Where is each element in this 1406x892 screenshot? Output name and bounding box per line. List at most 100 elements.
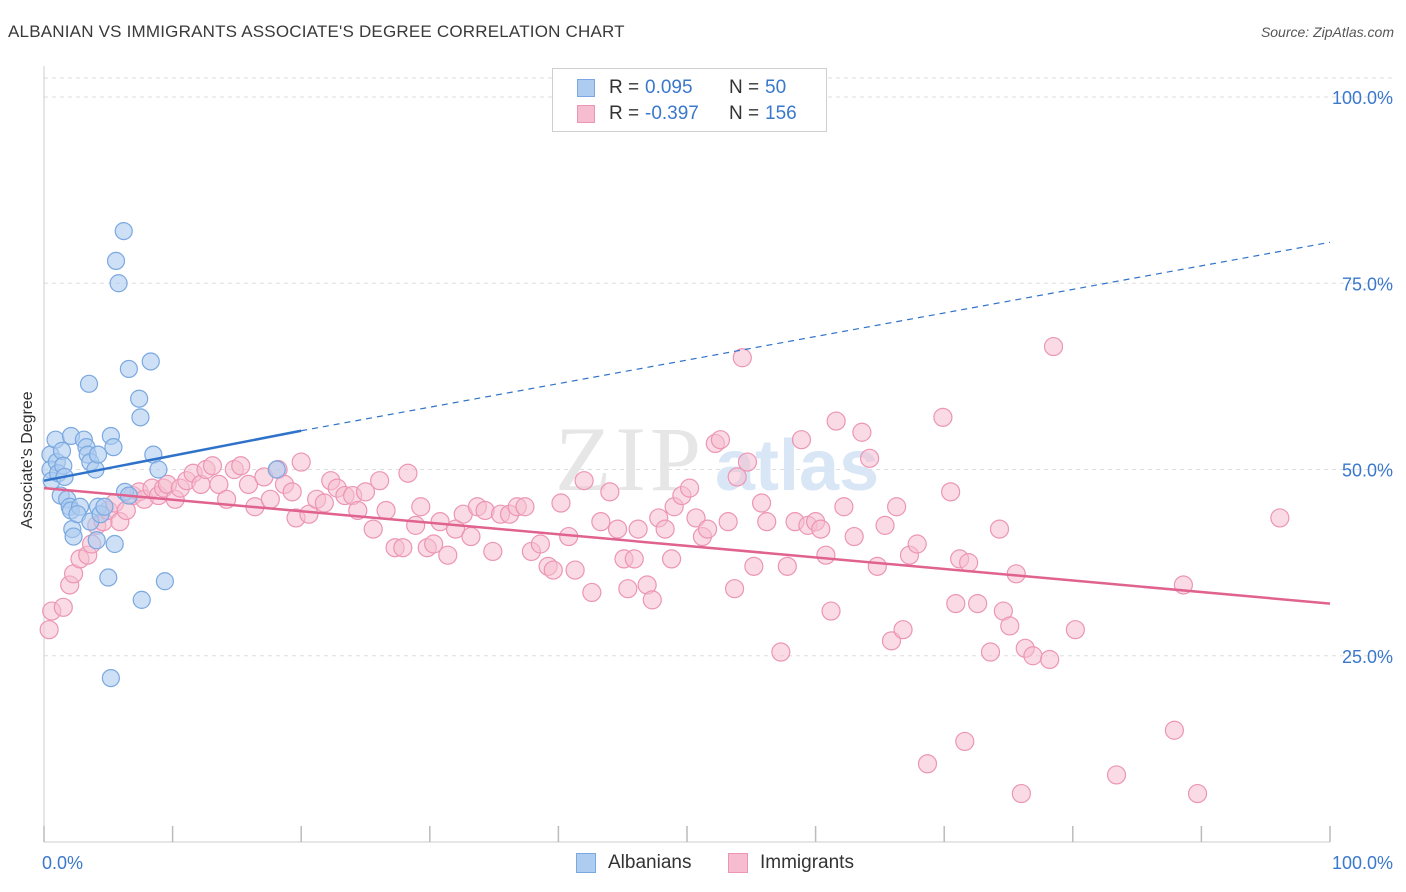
immigrant-point: [1106, 765, 1127, 785]
immigrant-point: [53, 597, 73, 617]
immigrant-point: [624, 549, 644, 569]
immigrant-point: [209, 474, 229, 494]
immigrant-point: [777, 556, 797, 576]
immigrants-legend-swatch: [728, 853, 748, 873]
immigrant-point: [1040, 649, 1060, 670]
albanian-point: [155, 572, 174, 591]
immigrant-point: [1270, 508, 1290, 528]
immigrant-trend-line: [43, 486, 1331, 605]
immigrant-point: [718, 512, 738, 532]
immigrant-point: [852, 422, 872, 442]
immigrant-point: [600, 482, 620, 502]
immigrant-point: [771, 642, 791, 662]
immigrant-point: [438, 545, 458, 565]
albanian-point: [79, 374, 99, 393]
immigrants-swatch: [577, 105, 595, 123]
immigrant-point: [679, 478, 700, 498]
immigrant-point: [751, 493, 772, 513]
r-label: R =: [609, 77, 640, 98]
immigrant-point: [582, 582, 602, 603]
albanian-point: [88, 445, 108, 464]
immigrant-point: [655, 519, 675, 539]
immigrant-point: [628, 519, 648, 539]
immigrant-point: [946, 593, 966, 614]
immigrant-point: [530, 534, 550, 554]
albanians-r-value: 0.095: [645, 77, 693, 98]
legend-item-immigrants: Immigrants: [728, 852, 854, 874]
albanian-point: [149, 460, 168, 479]
n-label: N =: [729, 103, 760, 124]
immigrant-point: [461, 526, 481, 547]
immigrant-point: [642, 590, 662, 610]
immigrant-point: [355, 482, 376, 502]
immigrant-point: [933, 407, 953, 427]
albanian-point: [267, 460, 286, 479]
immigrants-n-value: 156: [765, 103, 797, 124]
immigrant-point: [1065, 620, 1085, 640]
immigrant-point: [881, 631, 902, 651]
albanian-point: [104, 438, 123, 457]
immigrant-point: [1164, 720, 1184, 740]
immigrants-r-value: -0.397: [645, 103, 699, 124]
albanian-point: [105, 534, 124, 554]
immigrant-point: [844, 526, 864, 547]
immigrant-point: [231, 456, 251, 476]
immigrant-point: [424, 534, 444, 554]
immigrant-point: [282, 482, 302, 502]
immigrant-point: [591, 512, 611, 532]
immigrant-point: [1043, 336, 1064, 357]
immigrant-point: [260, 489, 280, 509]
albanian-point: [114, 222, 133, 241]
immigrant-point: [515, 497, 535, 517]
immigrant-point: [697, 519, 718, 539]
y-tick-label: 100.0%: [1332, 88, 1393, 108]
immigrant-point: [791, 430, 812, 450]
immigrant-point: [875, 515, 895, 535]
r-label: R =: [609, 103, 640, 124]
immigrant-point: [732, 348, 752, 368]
albanian-point: [106, 251, 126, 270]
albanian-point: [87, 531, 106, 550]
immigrant-point: [291, 452, 311, 472]
albanian-point: [132, 590, 151, 609]
immigrant-point: [893, 620, 913, 640]
immigrant-point: [980, 642, 1001, 662]
immigrant-point: [727, 467, 747, 487]
albanian-point: [64, 527, 83, 546]
albanian-point: [95, 497, 114, 516]
n-label: N =: [729, 77, 760, 98]
gridlines: [44, 77, 1394, 657]
albanian-point: [130, 389, 149, 408]
immigrant-point: [744, 556, 764, 576]
trend-lines: [43, 241, 1331, 605]
immigrant-point: [887, 497, 907, 517]
immigrant-points: [39, 336, 1290, 804]
immigrant-point: [1011, 783, 1031, 804]
immigrant-point: [917, 754, 938, 774]
tick-labels: 25.0% 50.0% 75.0% 100.0% 0.0% 100.0%: [42, 88, 1393, 873]
immigrant-point: [376, 500, 396, 521]
immigrant-point: [821, 601, 841, 621]
immigrant-point: [968, 593, 988, 614]
immigrant-point: [406, 515, 426, 535]
immigrant-point: [370, 471, 390, 491]
immigrant-point: [834, 497, 854, 517]
immigrant-point: [989, 519, 1010, 539]
albanian-point: [131, 408, 150, 427]
immigrant-point: [860, 448, 880, 468]
immigrant-point: [816, 545, 836, 565]
albanian-point: [109, 274, 128, 293]
immigrant-point: [543, 560, 563, 580]
immigrant-point: [757, 512, 777, 532]
immigrant-point: [393, 538, 413, 558]
y-tick-label: 50.0%: [1342, 461, 1393, 481]
legend-row-immigrants: R = -0.397 N = 156: [577, 102, 805, 126]
immigrant-point: [411, 497, 431, 517]
immigrant-point: [907, 534, 927, 554]
y-tick-label: 25.0%: [1342, 647, 1393, 667]
immigrant-point: [551, 493, 571, 513]
albanian-trend-line: [43, 429, 302, 482]
albanians-legend-swatch: [576, 853, 596, 873]
immigrant-point: [1023, 646, 1043, 666]
